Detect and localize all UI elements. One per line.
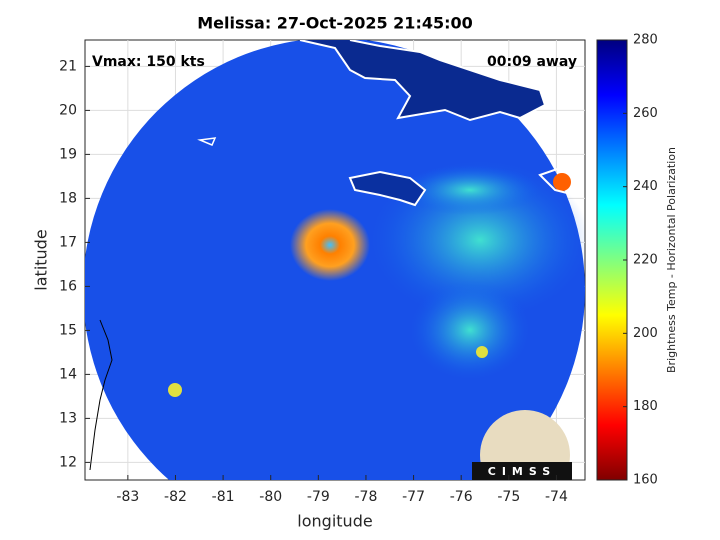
hot-spot <box>476 346 488 358</box>
rain-band <box>400 165 540 215</box>
colorbar-label: Brightness Temp - Horizontal Polarizatio… <box>665 147 678 373</box>
colorbar-tick-label: 260 <box>633 106 658 121</box>
logo: CIMSS <box>472 410 572 480</box>
colorbar-tick-label: 280 <box>633 33 658 48</box>
rain-band <box>410 280 530 380</box>
colorbar-tick-label: 240 <box>633 179 658 194</box>
swath <box>85 40 585 480</box>
x-tick-label: -81 <box>212 489 235 505</box>
map-title: Melissa: 27-Oct-2025 21:45:00 <box>197 14 473 33</box>
hispaniola-coast <box>538 166 582 197</box>
y-tick-label: 19 <box>59 146 77 162</box>
x-tick-label: -82 <box>164 489 187 505</box>
y-tick-label: 18 <box>59 190 77 206</box>
x-tick-label: -79 <box>307 489 330 505</box>
jamaica-coast <box>348 170 427 207</box>
time-away-label: 00:09 away <box>487 54 577 70</box>
x-tick-label: -77 <box>402 489 425 505</box>
x-tick-label: -83 <box>116 489 139 505</box>
y-tick-label: 21 <box>59 58 77 74</box>
cuba-coast <box>299 40 547 122</box>
hot-spot <box>553 173 571 191</box>
logo-bar <box>472 462 572 480</box>
y-tick-label: 20 <box>59 102 77 118</box>
x-axis-label: longitude <box>297 512 372 531</box>
x-tick-label: -76 <box>450 489 473 505</box>
logo-text: CIMSS <box>488 465 556 478</box>
colorbar-tick-label: 220 <box>633 253 658 268</box>
x-tick-label: -75 <box>497 489 520 505</box>
storm-core <box>290 209 370 281</box>
y-tick-label: 15 <box>59 322 77 338</box>
y-tick-label: 17 <box>59 234 77 250</box>
central-america-coast <box>89 319 113 471</box>
x-tick-label: -74 <box>545 489 568 505</box>
hot-spot <box>168 383 182 397</box>
y-tick-label: 13 <box>59 410 77 426</box>
island-coast <box>197 137 217 146</box>
x-tick-label: -78 <box>355 489 378 505</box>
colorbar-tick-label: 180 <box>633 399 658 414</box>
y-axis-label: latitude <box>32 229 51 290</box>
colorbar <box>596 39 628 481</box>
y-tick-label: 12 <box>59 454 77 470</box>
x-tick-label: -80 <box>259 489 282 505</box>
logo-disk <box>480 410 570 480</box>
vmax-label: Vmax: 150 kts <box>92 54 205 70</box>
colorbar-tick-label: 200 <box>633 326 658 341</box>
y-tick-label: 16 <box>59 278 77 294</box>
colorbar-tick-label: 160 <box>633 473 658 488</box>
y-tick-label: 14 <box>59 366 77 382</box>
